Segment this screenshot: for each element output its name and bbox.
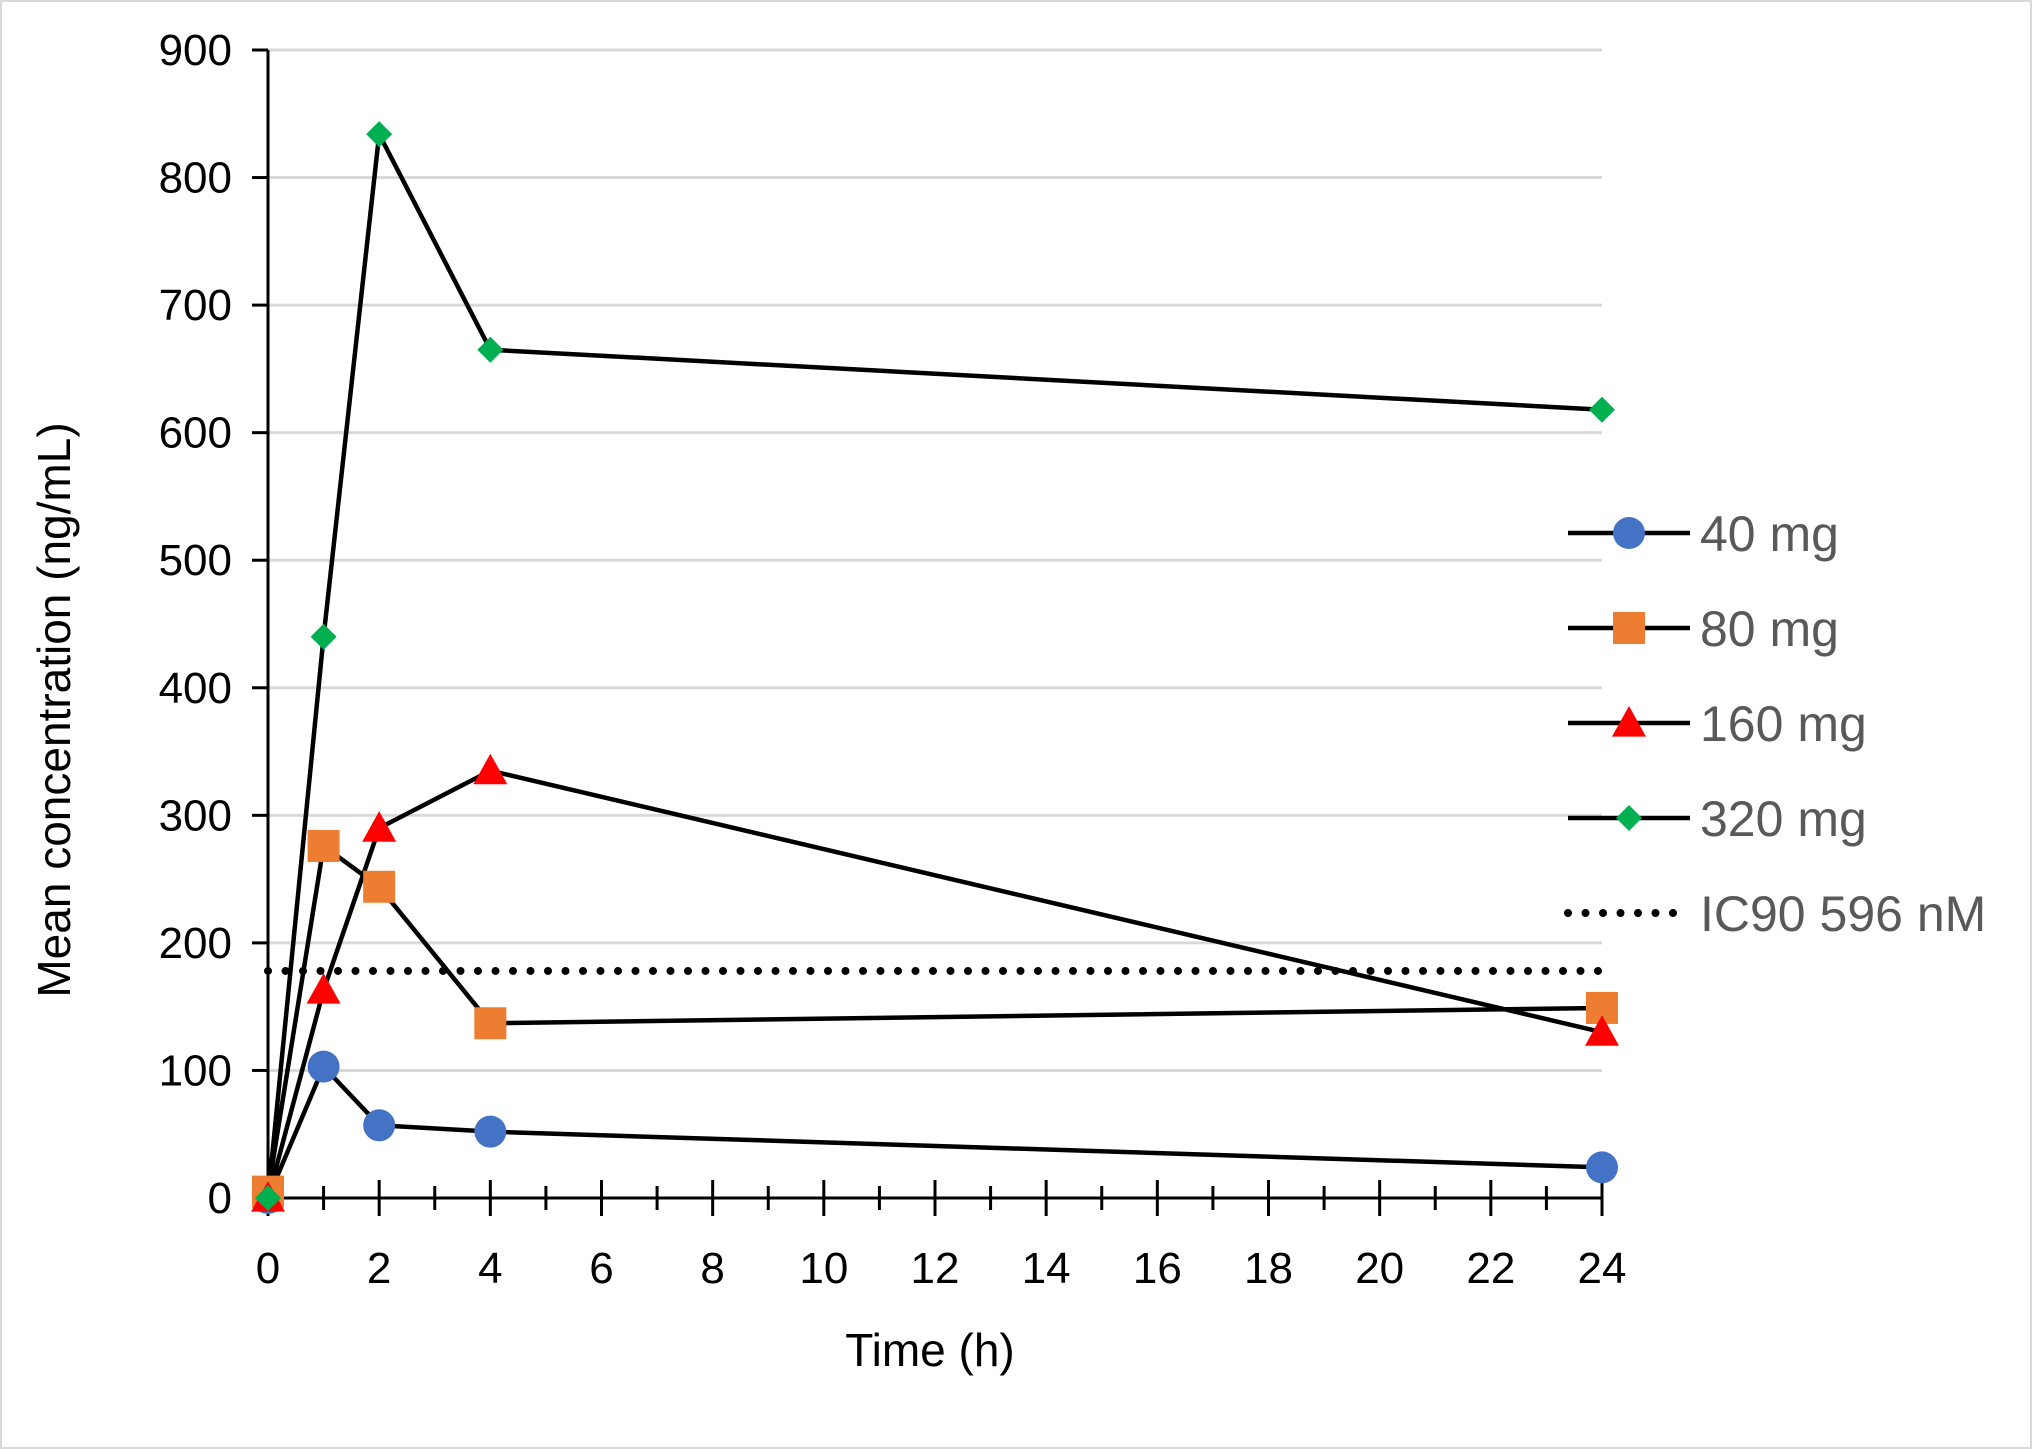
data-point-320-mg xyxy=(255,1185,281,1211)
legend-label: IC90 596 nM xyxy=(1700,886,1986,942)
legend-marker xyxy=(1613,612,1645,644)
y-tick-label: 400 xyxy=(159,664,232,713)
gridlines xyxy=(268,48,1602,1072)
legend-item-320-mg: 320 mg xyxy=(1568,791,1867,847)
data-point-80-mg xyxy=(474,1007,507,1040)
legend-item-40-mg: 40 mg xyxy=(1568,506,1839,562)
data-point-160-mg xyxy=(362,811,397,842)
data-point-40-mg xyxy=(307,1050,340,1083)
data-point-160-mg xyxy=(473,753,508,785)
data-point-160-mg xyxy=(306,973,341,1004)
x-tick-label: 22 xyxy=(1466,1244,1515,1293)
legend-marker xyxy=(1612,706,1646,737)
legend-item-80-mg: 80 mg xyxy=(1568,601,1839,657)
data-point-320-mg xyxy=(366,121,393,148)
y-tick-label: 300 xyxy=(159,791,232,840)
data-point-320-mg xyxy=(477,336,504,363)
legend-label: 80 mg xyxy=(1700,601,1839,657)
x-tick-label: 4 xyxy=(478,1244,502,1293)
x-tick-label: 18 xyxy=(1244,1244,1293,1293)
legend-item-160-mg: 160 mg xyxy=(1568,696,1867,752)
legend: 40 mg 80 mg 160 mg 320 mg IC90 596 nM xyxy=(1564,506,1986,942)
x-tick-label: 10 xyxy=(799,1244,848,1293)
series-line-80-mg xyxy=(265,843,1603,1192)
y-tick-label: 0 xyxy=(208,1174,232,1223)
x-tick-label: 6 xyxy=(589,1244,613,1293)
y-tick-label: 900 xyxy=(159,26,232,75)
series-group xyxy=(251,121,1619,1214)
legend-item-reference: IC90 596 nM xyxy=(1564,886,1986,942)
data-point-160-mg xyxy=(1585,1015,1619,1046)
legend-marker xyxy=(1613,517,1645,549)
x-tick-label: 2 xyxy=(367,1244,391,1293)
data-point-40-mg xyxy=(474,1115,507,1148)
x-axis-title: Time (h) xyxy=(845,1324,1015,1376)
data-point-40-mg xyxy=(363,1109,396,1142)
data-point-80-mg xyxy=(307,829,340,862)
data-point-320-mg xyxy=(1589,396,1615,423)
y-tick-label: 200 xyxy=(159,919,232,968)
x-tick-label: 8 xyxy=(700,1244,724,1293)
legend-marker xyxy=(1616,805,1642,831)
x-tick-label: 0 xyxy=(256,1244,280,1293)
x-tick-label: 14 xyxy=(1022,1244,1071,1293)
x-tick-label: 12 xyxy=(911,1244,960,1293)
y-tick-label: 600 xyxy=(159,409,232,458)
x-tick-label: 20 xyxy=(1355,1244,1404,1293)
series-line-160-mg xyxy=(265,768,1603,1199)
data-point-40-mg xyxy=(1586,1151,1618,1184)
legend-label: 160 mg xyxy=(1700,696,1867,752)
legend-label: 40 mg xyxy=(1700,506,1839,562)
data-point-80-mg xyxy=(363,870,396,903)
series-line-40-mg xyxy=(265,1064,1603,1199)
series-line-320-mg xyxy=(265,131,1603,1199)
y-tick-label: 500 xyxy=(159,536,232,585)
y-axis-title: Mean concentration (ng/mL) xyxy=(28,422,80,997)
x-tick-label: 16 xyxy=(1133,1244,1182,1293)
y-tick-label: 100 xyxy=(159,1046,232,1095)
data-point-320-mg xyxy=(310,623,337,650)
axes xyxy=(252,48,1604,1216)
legend-label: 320 mg xyxy=(1700,791,1867,847)
y-tick-label: 700 xyxy=(159,281,232,330)
y-tick-label: 800 xyxy=(159,154,232,203)
x-tick-label: 24 xyxy=(1578,1244,1627,1293)
